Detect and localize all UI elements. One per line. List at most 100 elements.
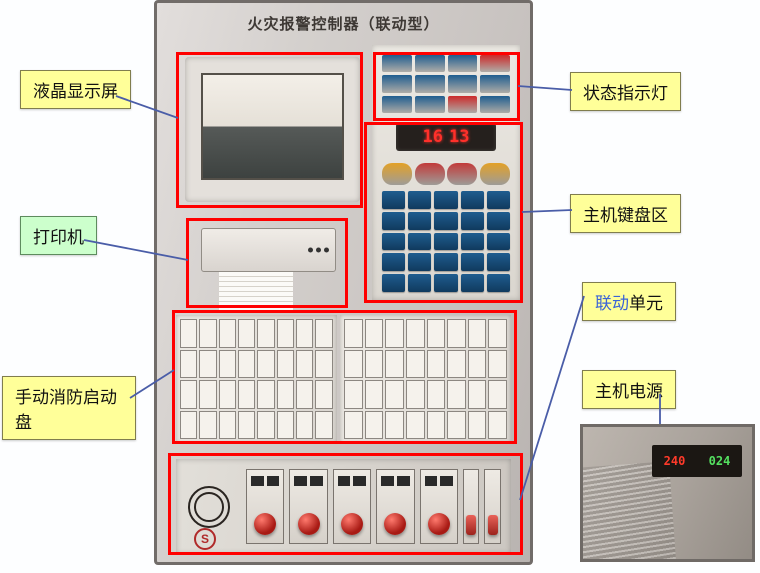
manual-cell[interactable] — [219, 380, 236, 409]
manual-cell[interactable] — [447, 350, 466, 379]
manual-cell[interactable] — [447, 319, 466, 348]
keypad-button[interactable] — [461, 233, 484, 251]
keypad-button[interactable] — [487, 253, 510, 271]
manual-cell[interactable] — [257, 350, 274, 379]
manual-cell[interactable] — [257, 380, 274, 409]
manual-cell[interactable] — [277, 350, 294, 379]
manual-cell[interactable] — [365, 350, 384, 379]
manual-cell[interactable] — [488, 411, 507, 440]
manual-cell[interactable] — [468, 350, 487, 379]
manual-cell[interactable] — [488, 319, 507, 348]
keypad-button[interactable] — [434, 212, 457, 230]
keypad-button[interactable] — [434, 253, 457, 271]
keypad-button[interactable] — [382, 253, 405, 271]
fn-button[interactable] — [382, 163, 412, 185]
manual-cell[interactable] — [385, 350, 404, 379]
keypad-button[interactable] — [434, 274, 457, 292]
manual-cell[interactable] — [365, 380, 384, 409]
keypad-button[interactable] — [408, 212, 431, 230]
manual-cell[interactable] — [385, 380, 404, 409]
manual-cell[interactable] — [257, 319, 274, 348]
manual-cell[interactable] — [219, 411, 236, 440]
manual-cell[interactable] — [296, 350, 313, 379]
manual-cell[interactable] — [427, 411, 446, 440]
manual-cell[interactable] — [344, 411, 363, 440]
manual-cell[interactable] — [199, 350, 216, 379]
manual-cell[interactable] — [468, 380, 487, 409]
keypad-button[interactable] — [434, 233, 457, 251]
linkage-switch[interactable] — [488, 515, 498, 535]
keypad-button[interactable] — [461, 253, 484, 271]
manual-cell[interactable] — [406, 350, 425, 379]
manual-cell[interactable] — [315, 380, 332, 409]
linkage-button[interactable] — [428, 513, 450, 535]
manual-cell[interactable] — [488, 380, 507, 409]
linkage-switch[interactable] — [466, 515, 476, 535]
manual-cell[interactable] — [427, 319, 446, 348]
manual-cell[interactable] — [199, 319, 216, 348]
manual-cell[interactable] — [427, 350, 446, 379]
linkage-button[interactable] — [298, 513, 320, 535]
keypad-button[interactable] — [408, 191, 431, 209]
keypad-button[interactable] — [382, 233, 405, 251]
keypad-button[interactable] — [408, 233, 431, 251]
manual-cell[interactable] — [447, 411, 466, 440]
keypad-button[interactable] — [382, 191, 405, 209]
manual-cell[interactable] — [180, 411, 197, 440]
keypad-button[interactable] — [487, 212, 510, 230]
manual-cell[interactable] — [219, 319, 236, 348]
keypad-button[interactable] — [487, 233, 510, 251]
fn-button[interactable] — [415, 163, 445, 185]
manual-cell[interactable] — [180, 380, 197, 409]
manual-cell[interactable] — [315, 411, 332, 440]
manual-cell[interactable] — [277, 319, 294, 348]
manual-cell[interactable] — [238, 380, 255, 409]
keypad-button[interactable] — [408, 253, 431, 271]
manual-cell[interactable] — [180, 350, 197, 379]
keypad-button[interactable] — [461, 191, 484, 209]
manual-cell[interactable] — [219, 350, 236, 379]
manual-cell[interactable] — [257, 411, 274, 440]
manual-cell[interactable] — [406, 380, 425, 409]
keypad-button[interactable] — [461, 274, 484, 292]
manual-cell[interactable] — [344, 350, 363, 379]
manual-cell[interactable] — [296, 319, 313, 348]
manual-cell[interactable] — [406, 411, 425, 440]
manual-cell[interactable] — [488, 350, 507, 379]
manual-cell[interactable] — [344, 380, 363, 409]
manual-cell[interactable] — [468, 411, 487, 440]
keypad-button[interactable] — [382, 274, 405, 292]
manual-cell[interactable] — [365, 411, 384, 440]
keypad-button[interactable] — [434, 191, 457, 209]
manual-cell[interactable] — [315, 319, 332, 348]
manual-cell[interactable] — [315, 350, 332, 379]
manual-cell[interactable] — [365, 319, 384, 348]
manual-cell[interactable] — [296, 380, 313, 409]
keypad-button[interactable] — [461, 212, 484, 230]
fn-button[interactable] — [447, 163, 477, 185]
keypad-button[interactable] — [382, 212, 405, 230]
keypad-button[interactable] — [487, 191, 510, 209]
keypad-button[interactable] — [408, 274, 431, 292]
manual-cell[interactable] — [238, 411, 255, 440]
manual-cell[interactable] — [427, 380, 446, 409]
manual-cell[interactable] — [468, 319, 487, 348]
manual-cell[interactable] — [385, 411, 404, 440]
manual-cell[interactable] — [296, 411, 313, 440]
manual-cell[interactable] — [385, 319, 404, 348]
manual-cell[interactable] — [238, 350, 255, 379]
manual-cell[interactable] — [199, 411, 216, 440]
linkage-button[interactable] — [254, 513, 276, 535]
keypad-button[interactable] — [487, 274, 510, 292]
fn-button[interactable] — [480, 163, 510, 185]
manual-cell[interactable] — [277, 380, 294, 409]
manual-cell[interactable] — [447, 380, 466, 409]
manual-cell[interactable] — [277, 411, 294, 440]
manual-cell[interactable] — [406, 319, 425, 348]
manual-cell[interactable] — [199, 380, 216, 409]
manual-cell[interactable] — [344, 319, 363, 348]
manual-cell[interactable] — [180, 319, 197, 348]
linkage-button[interactable] — [384, 513, 406, 535]
manual-cell[interactable] — [238, 319, 255, 348]
linkage-button[interactable] — [341, 513, 363, 535]
